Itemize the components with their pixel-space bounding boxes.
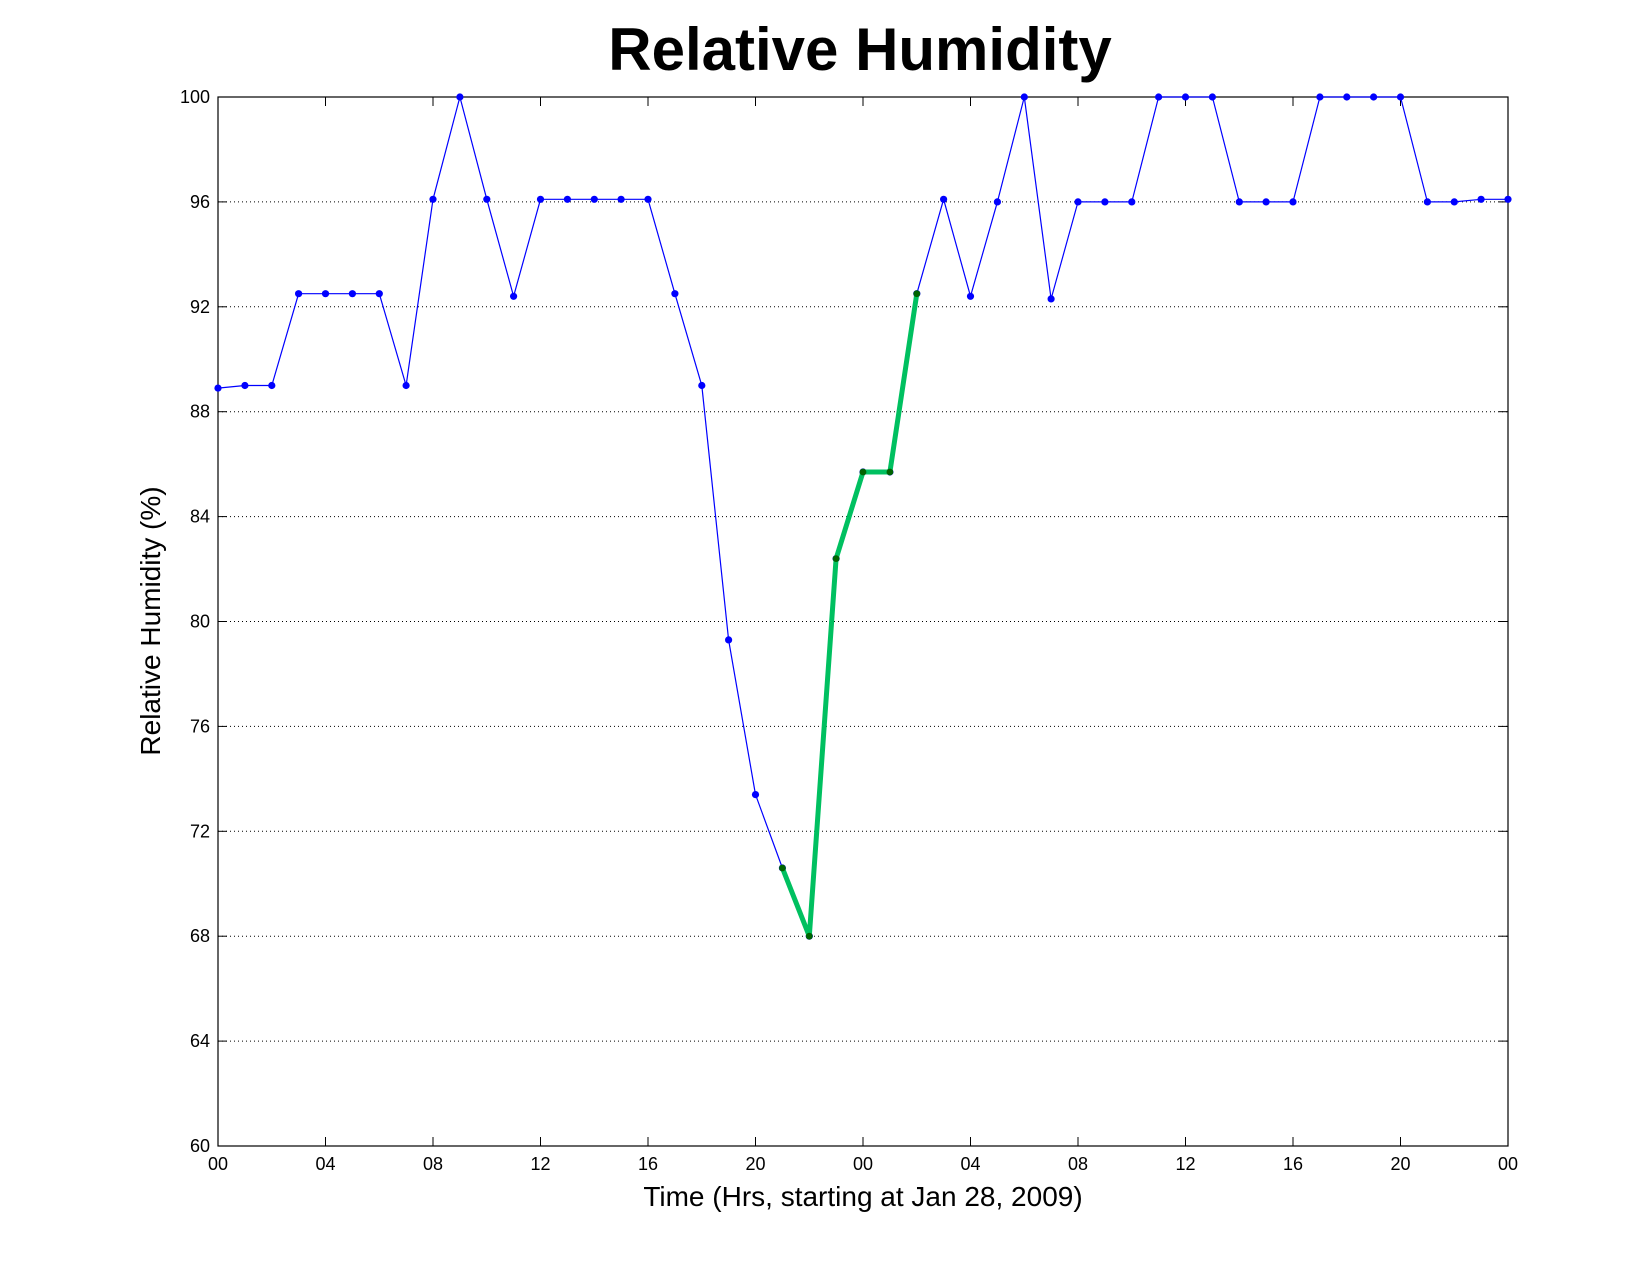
x-tick-label: 20: [1390, 1154, 1410, 1174]
y-tick-label: 60: [190, 1136, 210, 1156]
data-point: [348, 290, 356, 298]
x-tick-label: 12: [530, 1154, 550, 1174]
data-series: [214, 93, 1512, 940]
y-tick-label: 84: [190, 507, 210, 527]
data-point: [1047, 295, 1055, 303]
y-tick-label: 80: [190, 612, 210, 632]
data-point: [268, 381, 276, 390]
data-point: [751, 791, 760, 799]
x-tick-label: 08: [423, 1154, 443, 1174]
data-point: [214, 384, 222, 392]
data-point: [321, 290, 330, 298]
data-point: [563, 195, 572, 203]
data-point: [483, 195, 491, 203]
data-point: [1316, 93, 1324, 101]
data-point: [1396, 93, 1405, 101]
x-tick-label: 12: [1175, 1154, 1195, 1174]
x-axis-label: Time (Hrs, starting at Jan 28, 2009): [643, 1181, 1082, 1212]
data-point: [725, 636, 733, 644]
data-point: [1477, 195, 1485, 203]
y-tick-label: 64: [190, 1031, 210, 1051]
grid-lines: [218, 201, 1508, 1042]
data-point: [456, 93, 464, 101]
data-point: [536, 195, 545, 203]
data-point: [375, 290, 383, 298]
chart-title: Relative Humidity: [608, 16, 1112, 83]
data-point: [940, 195, 948, 203]
data-point: [509, 292, 518, 300]
data-point: [1370, 93, 1378, 101]
x-tick-label: 00: [853, 1154, 873, 1174]
x-tick-label: 04: [315, 1154, 335, 1174]
data-point: [886, 468, 894, 476]
data-point: [241, 381, 249, 390]
y-tick-label: 96: [190, 192, 210, 212]
data-point: [966, 292, 975, 300]
y-tick-label: 72: [190, 821, 210, 841]
data-point: [1289, 198, 1297, 206]
data-point: [1020, 93, 1028, 101]
series-1: [779, 290, 921, 940]
data-point: [913, 290, 921, 298]
data-point: [1181, 93, 1190, 101]
data-point: [1450, 198, 1458, 206]
data-point: [1208, 93, 1216, 101]
data-point: [1235, 198, 1243, 206]
data-point: [590, 195, 598, 203]
x-tick-label: 20: [745, 1154, 765, 1174]
x-axis-ticks: 00 04 08 12 16 20 00 04 08 12 16 20 00: [208, 97, 1518, 1174]
data-point: [429, 195, 437, 203]
x-tick-label: 00: [208, 1154, 228, 1174]
y-tick-label: 68: [190, 926, 210, 946]
x-tick-label: 08: [1068, 1154, 1088, 1174]
y-tick-label: 88: [190, 402, 210, 422]
data-point: [1128, 198, 1136, 206]
y-tick-label: 100: [180, 87, 210, 107]
data-point: [617, 195, 625, 203]
data-point: [805, 932, 813, 940]
y-axis-label: Relative Humidity (%): [135, 486, 166, 755]
x-tick-label: 04: [960, 1154, 980, 1174]
data-point: [832, 555, 840, 562]
data-point: [698, 381, 706, 390]
x-tick-label: 16: [1283, 1154, 1303, 1174]
series-line: [780, 293, 920, 939]
data-point: [1423, 198, 1431, 206]
data-point: [859, 468, 867, 476]
data-point: [1074, 198, 1082, 206]
y-axis-ticks: 60 64 68 72 76 80 84 88 92 96 100: [180, 87, 1508, 1156]
data-point: [671, 290, 679, 298]
x-tick-label: 00: [1498, 1154, 1518, 1174]
x-tick-label: 16: [638, 1154, 658, 1174]
data-point: [295, 290, 303, 298]
data-point: [1101, 198, 1109, 206]
data-point: [402, 381, 410, 390]
y-tick-label: 76: [190, 716, 210, 736]
data-point: [1155, 93, 1163, 101]
plot-area-frame: [217, 96, 1509, 1147]
data-point: [1262, 198, 1270, 206]
data-point: [1504, 195, 1512, 203]
data-point: [644, 195, 652, 203]
data-point: [993, 198, 1002, 206]
y-tick-label: 92: [190, 297, 210, 317]
data-point: [779, 864, 786, 872]
data-point: [1343, 93, 1351, 101]
